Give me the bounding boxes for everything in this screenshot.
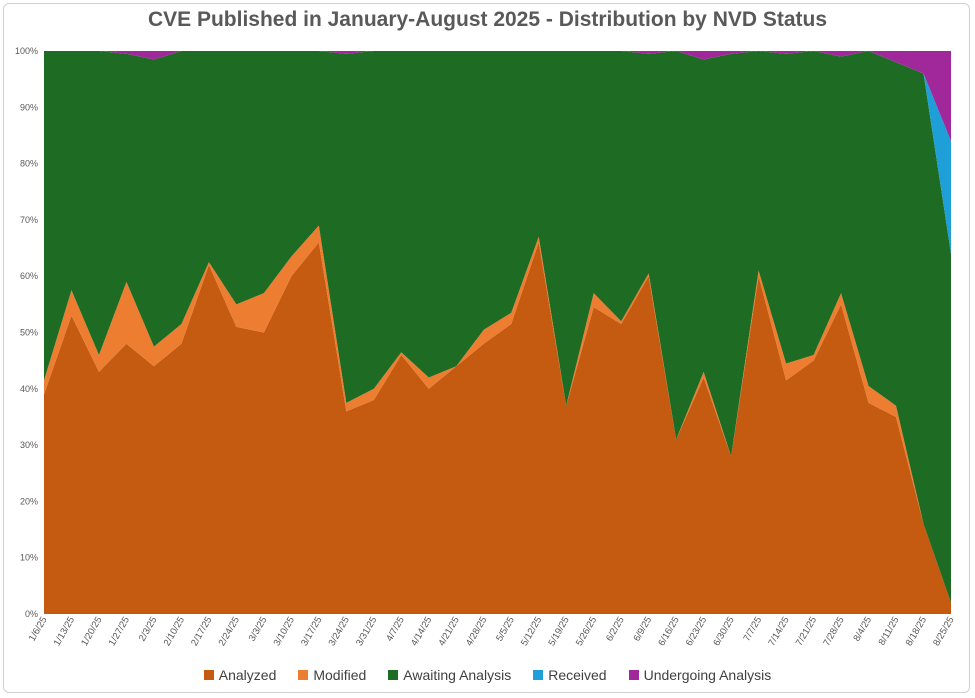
x-tick-label: 3/31/25 <box>354 615 379 648</box>
x-tick-label: 3/10/25 <box>272 615 297 648</box>
x-tick-label: 2/17/25 <box>189 615 214 648</box>
legend-swatch <box>533 670 544 680</box>
series-areas <box>44 51 951 615</box>
legend-label: Awaiting Analysis <box>403 667 512 683</box>
legend-item: Analyzed <box>203 667 277 683</box>
x-tick-label: 1/27/25 <box>107 615 132 648</box>
x-tick-label: 8/11/25 <box>877 615 902 647</box>
x-tick-label: 1/20/25 <box>79 615 104 648</box>
x-tick-label: 5/5/25 <box>494 615 517 643</box>
x-tick-label: 6/2/25 <box>604 615 627 643</box>
legend-item: Modified <box>298 667 366 683</box>
area-awaiting-analysis <box>44 51 951 603</box>
x-tick-label: 4/21/25 <box>436 615 461 648</box>
y-tick-label: 10% <box>20 553 38 563</box>
x-tick-label: 8/4/25 <box>851 615 874 643</box>
legend-swatch <box>298 670 309 680</box>
y-tick-label: 80% <box>20 159 38 169</box>
legend-label: Undergoing Analysis <box>643 667 772 683</box>
x-tick-label: 1/6/25 <box>27 615 50 643</box>
y-tick-label: 100% <box>15 46 38 56</box>
x-tick-label: 2/10/25 <box>162 615 187 648</box>
legend-item: Undergoing Analysis <box>628 667 772 683</box>
x-tick-label: 5/19/25 <box>546 615 571 648</box>
x-tick-label: 2/24/25 <box>217 615 242 648</box>
x-tick-label: 3/24/25 <box>327 615 352 648</box>
x-tick-label: 5/26/25 <box>574 615 599 648</box>
y-tick-label: 60% <box>20 271 38 281</box>
x-tick-label: 3/3/25 <box>247 615 270 643</box>
legend-label: Received <box>548 667 607 683</box>
x-tick-label: 6/30/25 <box>711 615 736 648</box>
legend-swatch <box>628 670 639 680</box>
y-tick-label: 0% <box>25 609 38 619</box>
y-tick-label: 20% <box>20 496 38 506</box>
x-tick-label: 7/7/25 <box>741 615 764 643</box>
y-axis-ticks: 0% 10% 20% 30% 40% 50% 60% 70% 80% 90% 100% <box>15 46 38 619</box>
x-tick-label: 4/7/25 <box>384 615 407 643</box>
area-analyzed <box>44 242 951 615</box>
x-tick-label: 8/25/25 <box>931 615 956 648</box>
x-axis-ticks: 1/6/25 1/13/25 1/20/25 1/27/25 2/3/25 2/10/25… <box>27 615 957 648</box>
legend-swatch <box>388 670 399 680</box>
legend-label: Analyzed <box>218 667 277 683</box>
x-tick-label: 7/14/25 <box>766 615 791 648</box>
x-tick-label: 4/14/25 <box>409 615 434 648</box>
y-tick-label: 90% <box>20 102 38 112</box>
x-tick-label: 6/23/25 <box>684 615 709 648</box>
x-tick-label: 6/16/25 <box>656 615 681 648</box>
legend-item: Awaiting Analysis <box>388 667 511 683</box>
legend-item: Received <box>533 667 607 683</box>
legend: Analyzed Modified Awaiting Analysis Receive… <box>0 667 975 683</box>
y-tick-label: 30% <box>20 440 38 450</box>
legend-label: Modified <box>313 667 367 683</box>
legend-swatch <box>203 670 214 680</box>
y-tick-label: 70% <box>20 215 38 225</box>
x-tick-label: 7/21/25 <box>794 615 819 648</box>
x-tick-label: 2/3/25 <box>137 615 160 643</box>
x-tick-label: 5/12/25 <box>519 615 544 648</box>
x-tick-label: 1/13/25 <box>52 615 77 648</box>
x-tick-label: 4/28/25 <box>464 615 489 648</box>
x-tick-label: 6/9/25 <box>632 615 655 643</box>
x-tick-label: 7/28/25 <box>821 615 846 648</box>
chart-title: CVE Published in January-August 2025 - D… <box>147 8 828 31</box>
y-tick-label: 40% <box>20 384 38 394</box>
y-tick-label: 50% <box>20 328 38 338</box>
x-tick-label: 8/18/25 <box>904 615 929 648</box>
x-tick-label: 3/17/25 <box>299 615 324 648</box>
